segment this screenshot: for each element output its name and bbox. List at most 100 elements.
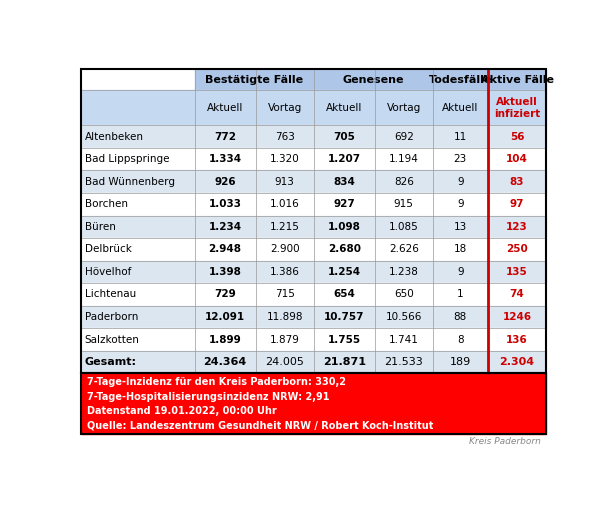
Text: 11.898: 11.898: [266, 312, 303, 322]
Bar: [433, 193, 488, 215]
Bar: [256, 193, 314, 215]
Text: Aktuell
infiziert: Aktuell infiziert: [494, 97, 540, 119]
Bar: [375, 328, 433, 351]
Text: Altenbeken: Altenbeken: [84, 131, 144, 142]
Text: 7-Tage-Inzidenz für den Kreis Paderborn: 330,2
7-Tage-Hospitalisierungsinzidenz : 7-Tage-Inzidenz für den Kreis Paderborn:…: [87, 377, 433, 431]
Bar: [488, 283, 546, 306]
Text: 1.085: 1.085: [389, 222, 419, 232]
Bar: [488, 171, 546, 193]
Bar: [488, 306, 546, 328]
Text: 10.566: 10.566: [386, 312, 422, 322]
Bar: [195, 148, 256, 171]
Bar: [314, 69, 433, 90]
Text: 8: 8: [457, 334, 464, 345]
Bar: [433, 90, 488, 125]
Bar: [433, 306, 488, 328]
Bar: [433, 261, 488, 283]
Bar: [195, 90, 256, 125]
Text: Bad Lippspringe: Bad Lippspringe: [84, 154, 169, 164]
Text: 834: 834: [333, 177, 355, 187]
Text: 729: 729: [214, 290, 236, 299]
Bar: [256, 261, 314, 283]
Text: Todesfälle: Todesfälle: [428, 75, 492, 84]
Text: 1.398: 1.398: [209, 267, 242, 277]
Text: 2.680: 2.680: [327, 244, 360, 254]
Bar: [81, 69, 195, 90]
Text: 2.948: 2.948: [209, 244, 242, 254]
Text: 9: 9: [457, 177, 464, 187]
Text: 927: 927: [334, 199, 355, 209]
Bar: [81, 374, 546, 434]
Text: 24.364: 24.364: [203, 357, 247, 367]
Bar: [433, 148, 488, 171]
Text: 1.033: 1.033: [209, 199, 242, 209]
Bar: [314, 238, 375, 261]
Bar: [256, 351, 314, 374]
Text: Aktive Fälle: Aktive Fälle: [480, 75, 553, 84]
Text: 772: 772: [214, 131, 236, 142]
Text: Vortag: Vortag: [387, 103, 421, 113]
Bar: [314, 283, 375, 306]
Text: 913: 913: [275, 177, 294, 187]
Text: 654: 654: [333, 290, 355, 299]
Text: 715: 715: [275, 290, 294, 299]
Text: 10.757: 10.757: [324, 312, 364, 322]
Bar: [195, 283, 256, 306]
Bar: [314, 261, 375, 283]
Text: Bad Wünnenberg: Bad Wünnenberg: [84, 177, 174, 187]
Bar: [81, 125, 195, 148]
Text: 692: 692: [394, 131, 414, 142]
Text: 18: 18: [453, 244, 467, 254]
Bar: [488, 125, 546, 148]
Bar: [488, 261, 546, 283]
Bar: [81, 238, 195, 261]
Text: 1.238: 1.238: [389, 267, 419, 277]
Text: Genesene: Genesene: [343, 75, 404, 84]
Bar: [375, 238, 433, 261]
Bar: [488, 193, 546, 215]
Bar: [314, 351, 375, 374]
Bar: [256, 283, 314, 306]
Bar: [314, 306, 375, 328]
Text: 2.900: 2.900: [270, 244, 299, 254]
Bar: [195, 306, 256, 328]
Bar: [488, 215, 546, 238]
Text: Borchen: Borchen: [84, 199, 127, 209]
Bar: [375, 90, 433, 125]
Text: 1.194: 1.194: [389, 154, 419, 164]
Text: Büren: Büren: [84, 222, 116, 232]
Text: 1.016: 1.016: [270, 199, 299, 209]
Bar: [256, 148, 314, 171]
Bar: [81, 351, 195, 374]
Text: Salzkotten: Salzkotten: [84, 334, 140, 345]
Text: Delbrück: Delbrück: [84, 244, 132, 254]
Text: 135: 135: [506, 267, 528, 277]
Text: 21.871: 21.871: [323, 357, 365, 367]
Text: 1.334: 1.334: [209, 154, 242, 164]
Text: 13: 13: [453, 222, 467, 232]
Bar: [195, 328, 256, 351]
Bar: [314, 125, 375, 148]
Text: Vortag: Vortag: [267, 103, 302, 113]
Text: Hövelhof: Hövelhof: [84, 267, 131, 277]
Bar: [433, 69, 488, 90]
Text: 1.320: 1.320: [270, 154, 299, 164]
Text: Aktuell: Aktuell: [207, 103, 243, 113]
Text: 104: 104: [506, 154, 528, 164]
Bar: [314, 328, 375, 351]
Text: 88: 88: [453, 312, 467, 322]
Bar: [195, 193, 256, 215]
Text: 24.005: 24.005: [265, 357, 304, 367]
Bar: [375, 148, 433, 171]
Text: 1.386: 1.386: [270, 267, 299, 277]
Bar: [195, 69, 314, 90]
Text: 1.899: 1.899: [209, 334, 241, 345]
Text: 1246: 1246: [502, 312, 532, 322]
Bar: [433, 351, 488, 374]
Bar: [195, 238, 256, 261]
Text: 2.626: 2.626: [389, 244, 419, 254]
Bar: [375, 351, 433, 374]
Text: 11: 11: [453, 131, 467, 142]
Bar: [256, 171, 314, 193]
Text: 1.207: 1.207: [327, 154, 360, 164]
